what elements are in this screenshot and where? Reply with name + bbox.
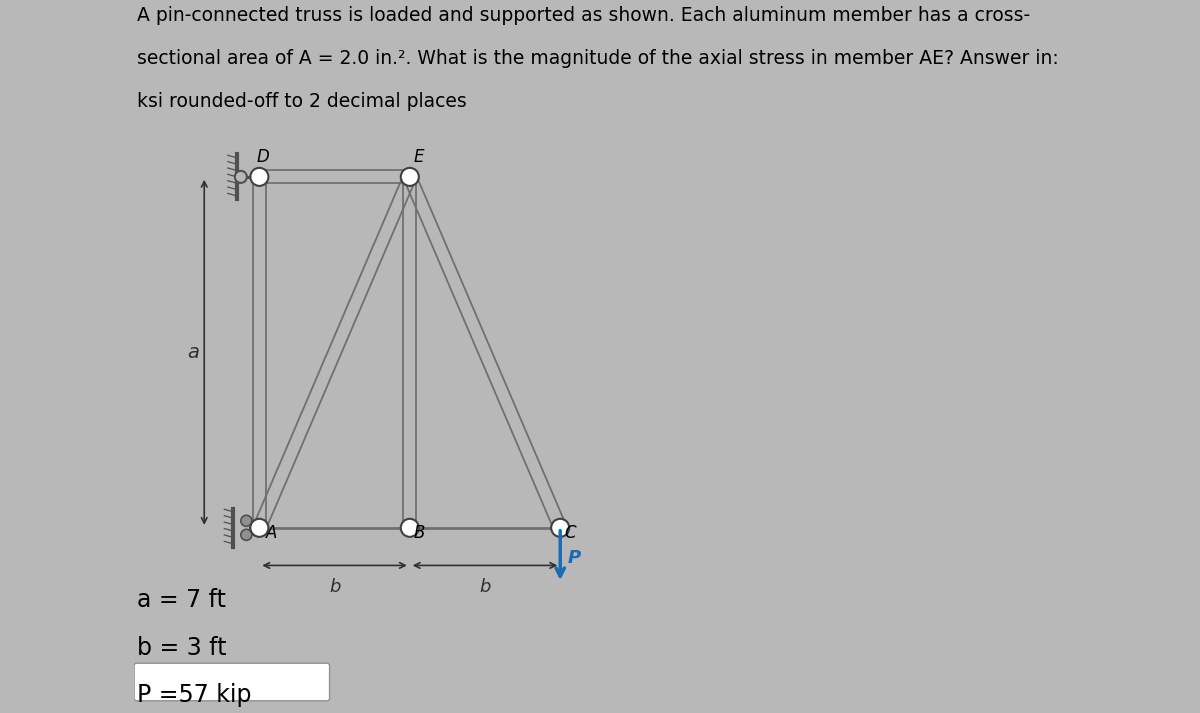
Text: b: b xyxy=(479,578,491,596)
Text: b = 3 ft: b = 3 ft xyxy=(137,635,226,660)
Circle shape xyxy=(251,519,269,537)
Text: b: b xyxy=(329,578,341,596)
Text: P: P xyxy=(568,549,581,567)
Circle shape xyxy=(251,168,269,186)
Text: A pin-connected truss is loaded and supported as shown. Each aluminum member has: A pin-connected truss is loaded and supp… xyxy=(137,6,1030,26)
Text: B: B xyxy=(414,524,425,542)
Text: ksi rounded-off to 2 decimal places: ksi rounded-off to 2 decimal places xyxy=(137,92,467,111)
Text: P =57 kip: P =57 kip xyxy=(137,683,251,707)
Circle shape xyxy=(241,529,252,540)
Circle shape xyxy=(401,168,419,186)
Text: D: D xyxy=(257,148,270,166)
Circle shape xyxy=(551,519,569,537)
Text: a = 7 ft: a = 7 ft xyxy=(137,588,226,612)
Text: A: A xyxy=(265,524,277,542)
Text: sectional area of A = 2.0 in.². What is the magnitude of the axial stress in mem: sectional area of A = 2.0 in.². What is … xyxy=(137,49,1058,68)
Circle shape xyxy=(241,515,252,526)
Text: C: C xyxy=(564,524,576,542)
FancyBboxPatch shape xyxy=(134,663,330,701)
Circle shape xyxy=(401,519,419,537)
Text: E: E xyxy=(414,148,425,166)
Text: a: a xyxy=(187,343,199,361)
Circle shape xyxy=(235,171,247,183)
